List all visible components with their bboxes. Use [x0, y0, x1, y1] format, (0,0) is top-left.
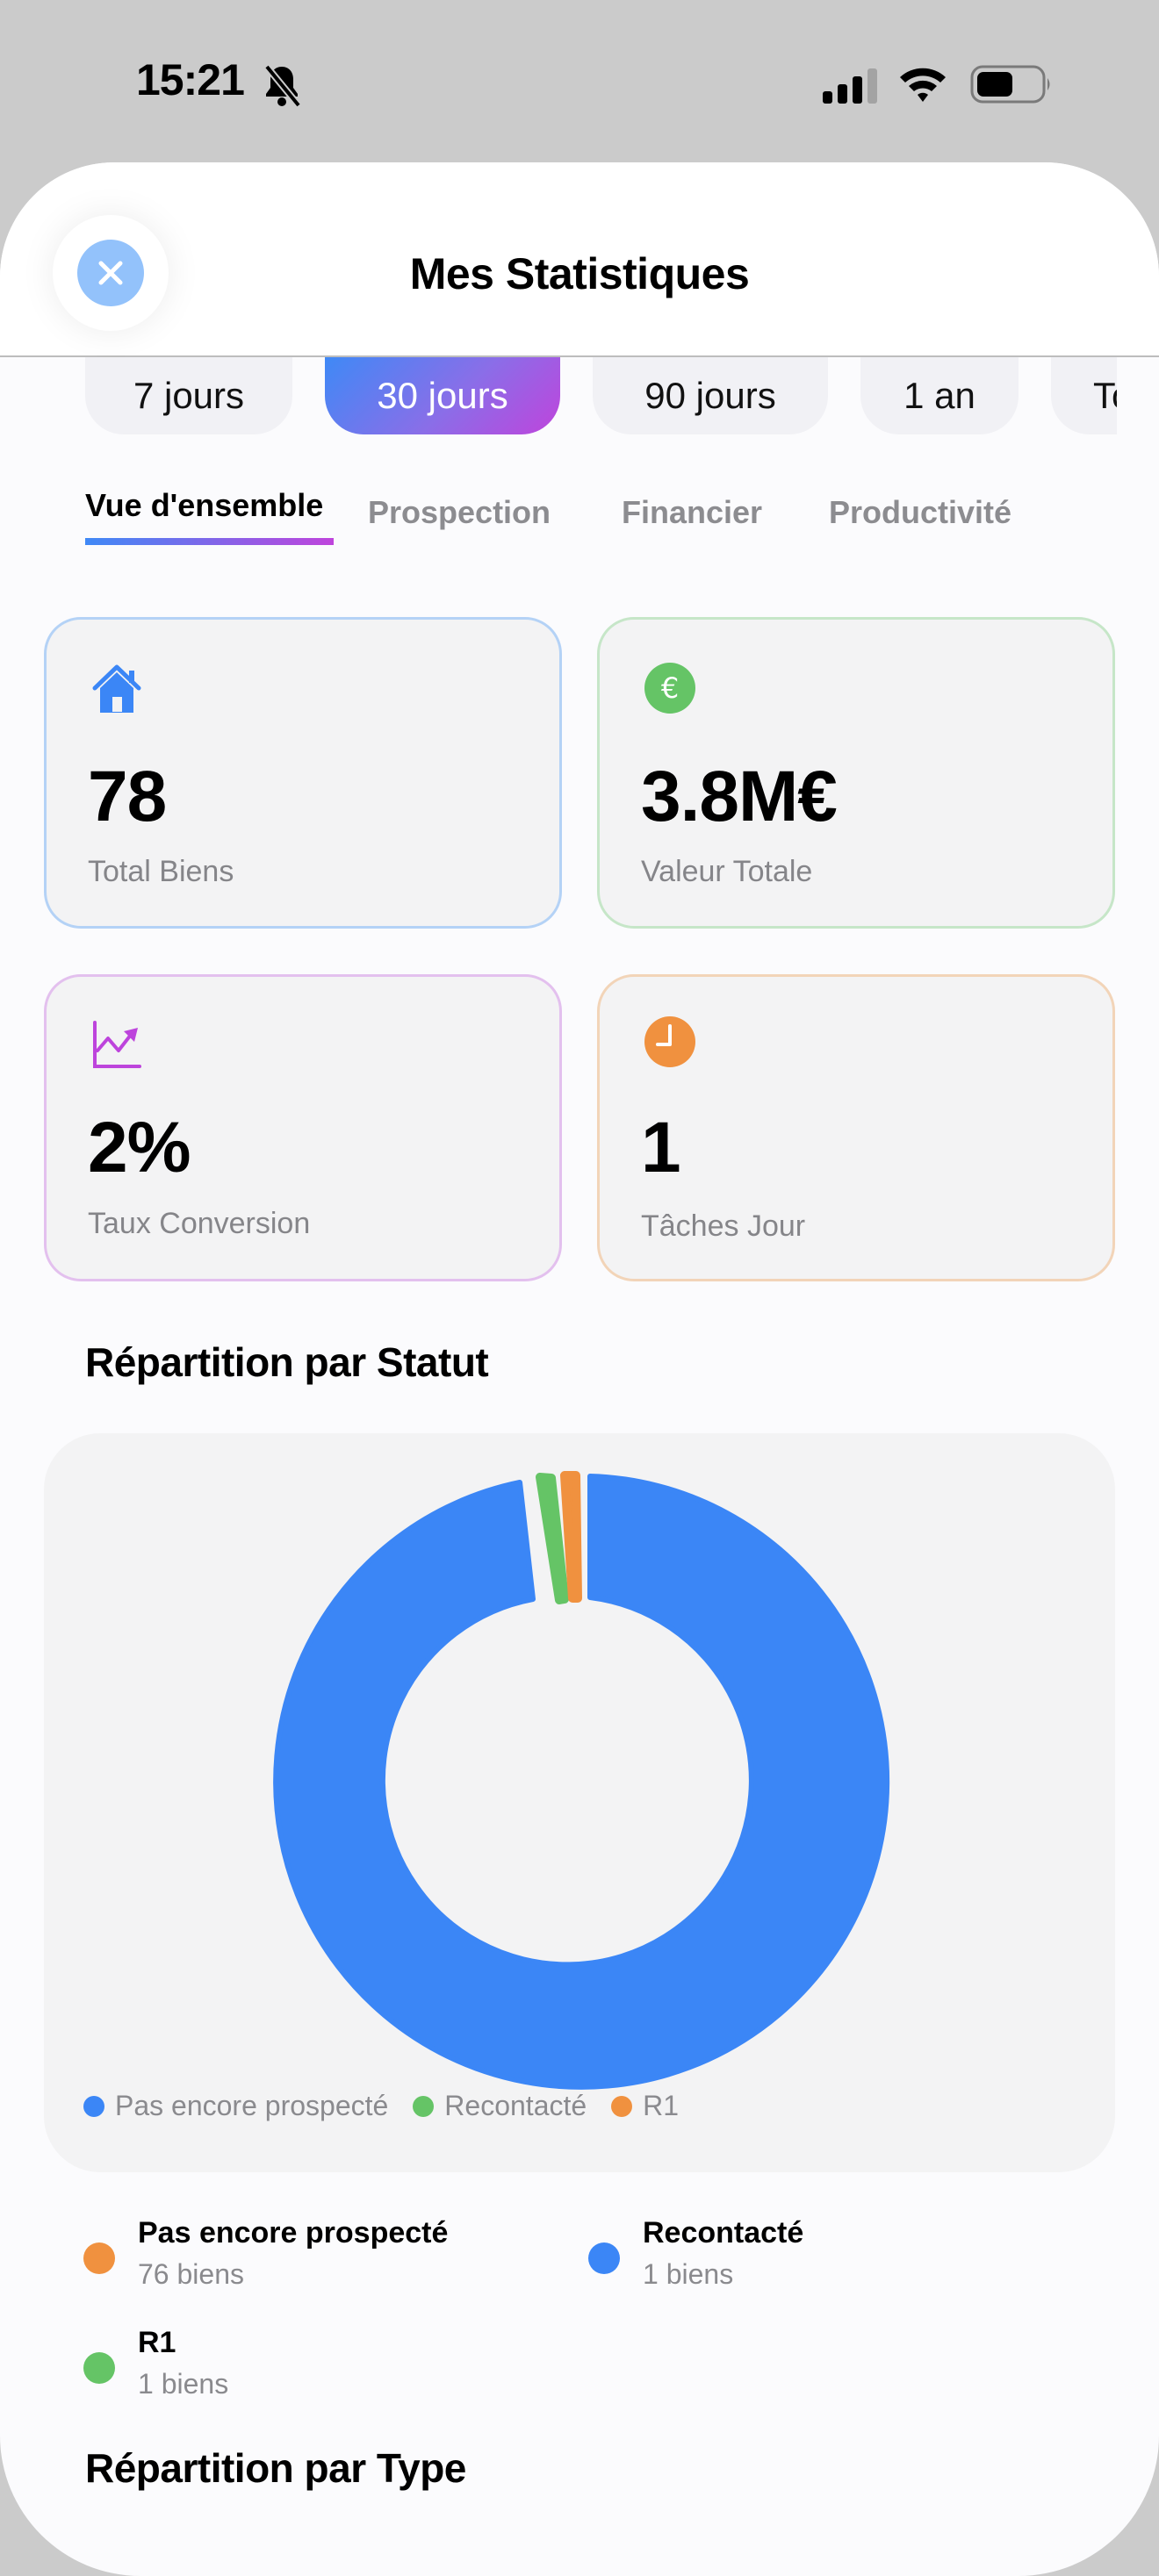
status-chart-card: Pas encore prospecté Recontacté R1: [44, 1433, 1115, 2172]
house-icon: [92, 664, 141, 713]
status-name: Pas encore prospecté: [138, 2216, 449, 2250]
kpi-value: 3.8M€: [641, 757, 838, 836]
section-tabs: Vue d'ensemble Prospection Financier Pro…: [85, 487, 1139, 564]
cellular-signal-icon: [823, 68, 877, 104]
battery-icon: [970, 65, 1050, 104]
tab-productivite[interactable]: Productivité: [829, 494, 1012, 530]
status-dot-icon: [83, 2242, 115, 2274]
close-icon: [98, 261, 123, 285]
kpi-label: Taux Conversion: [88, 1207, 311, 1240]
sheet-header: Mes Statistiques: [0, 162, 1159, 357]
active-tab-indicator: [85, 538, 334, 545]
kpi-value: 1: [641, 1108, 681, 1188]
chart-legend: Pas encore prospecté Recontacté R1: [83, 2090, 693, 2122]
kpi-value: 2%: [88, 1108, 191, 1188]
kpi-card-total-biens[interactable]: 78 Total Biens: [44, 617, 562, 929]
status-row-recontacte[interactable]: Recontacté 1 biens: [588, 2216, 1080, 2295]
kpi-card-taux-conversion[interactable]: 2% Taux Conversion: [44, 974, 562, 1281]
statistics-sheet: Mes Statistiques 7 jours 30 jours 90 jou…: [0, 162, 1159, 2576]
tab-overview[interactable]: Vue d'ensemble: [85, 487, 324, 523]
status-dot-icon: [83, 2352, 115, 2384]
kpi-value: 78: [88, 757, 167, 836]
donut-segment-r1: [560, 1471, 582, 1603]
legend-label: Pas encore prospecté: [115, 2090, 389, 2121]
status-count: 1 biens: [643, 2258, 734, 2290]
kpi-label: Valeur Totale: [641, 855, 813, 888]
legend-item: Pas encore prospecté: [83, 2090, 388, 2122]
donut-segment-pas-encore-prospecte: [273, 1474, 890, 2090]
kpi-label: Total Biens: [88, 855, 234, 888]
legend-dot-icon: [611, 2095, 633, 2117]
status-row-r1[interactable]: R1 1 biens: [83, 2326, 575, 2405]
tab-prospection[interactable]: Prospection: [368, 494, 551, 530]
clock-icon: [644, 1016, 695, 1067]
status-count: 76 biens: [138, 2258, 244, 2290]
chart-trend-up-icon: [93, 1021, 141, 1068]
status-row-pas-encore-prospecte[interactable]: Pas encore prospecté 76 biens: [83, 2216, 575, 2295]
status-count: 1 biens: [138, 2368, 229, 2400]
period-chip-1-year[interactable]: 1 an: [860, 357, 1019, 434]
wifi-icon: [900, 68, 946, 102]
status-donut-chart[interactable]: [263, 1433, 896, 2100]
tab-financier[interactable]: Financier: [622, 494, 763, 530]
section-title-type: Répartition par Type: [85, 2445, 466, 2491]
status-name: R1: [138, 2326, 176, 2359]
status-name: Recontacté: [643, 2216, 804, 2250]
kpi-card-valeur-totale[interactable]: € 3.8M€ Valeur Totale: [597, 617, 1115, 929]
donut-segment-recontacte: [536, 1473, 569, 1604]
svg-text:€: €: [661, 671, 679, 705]
page-title: Mes Statistiques: [409, 249, 750, 298]
close-button[interactable]: [53, 215, 169, 331]
legend-item: R1: [611, 2090, 679, 2122]
section-title-status: Répartition par Statut: [85, 1339, 489, 1385]
status-dot-icon: [588, 2242, 620, 2274]
legend-label: R1: [643, 2090, 680, 2121]
bell-slash-icon: [263, 64, 302, 107]
legend-label: Recontacté: [444, 2090, 587, 2121]
euro-icon: €: [644, 663, 695, 714]
period-chip-7-days[interactable]: 7 jours: [85, 357, 292, 434]
period-selector: 7 jours 30 jours 90 jours 1 an Tout: [0, 357, 1117, 436]
status-time: 15:21: [136, 55, 245, 104]
legend-item: Recontacté: [413, 2090, 587, 2122]
period-chip-all[interactable]: Tout: [1051, 357, 1117, 434]
legend-dot-icon: [83, 2095, 104, 2117]
legend-dot-icon: [413, 2095, 435, 2117]
kpi-card-taches-jour[interactable]: 1 Tâches Jour: [597, 974, 1115, 1281]
period-chip-90-days[interactable]: 90 jours: [593, 357, 828, 434]
status-bar: 15:21: [0, 0, 1159, 162]
kpi-label: Tâches Jour: [641, 1209, 806, 1243]
period-chip-30-days[interactable]: 30 jours: [325, 357, 560, 434]
close-button-circle[interactable]: [77, 240, 144, 306]
